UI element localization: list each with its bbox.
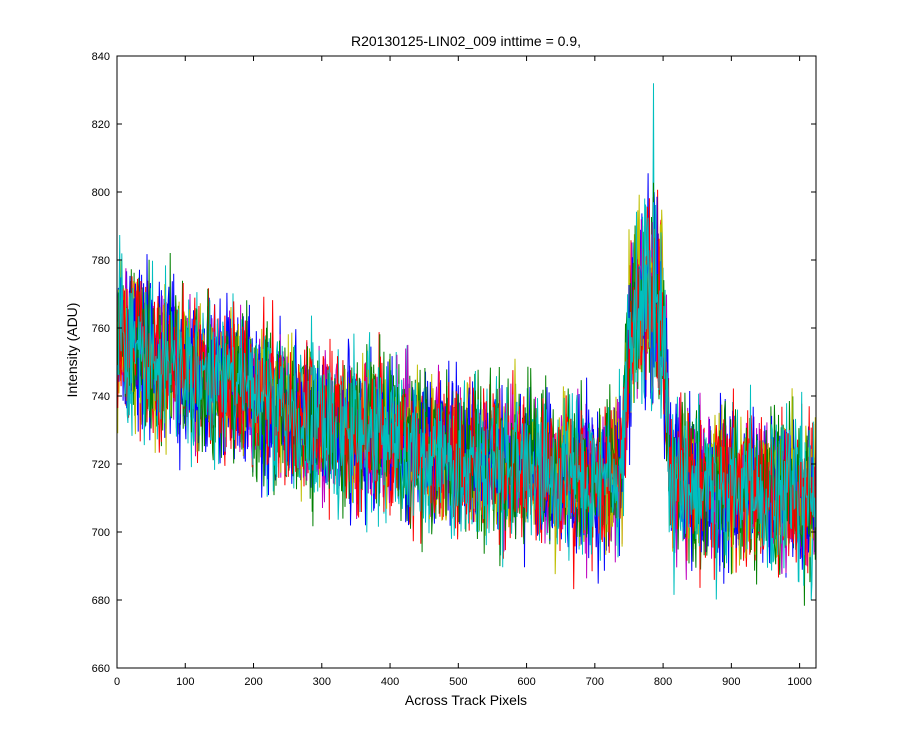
x-tick-label: 1000	[787, 676, 811, 688]
y-tick-label: 820	[92, 119, 110, 131]
y-tick-label: 840	[92, 51, 110, 63]
x-tick-label: 200	[244, 676, 262, 688]
y-tick-label: 760	[92, 323, 110, 335]
x-axis-ticks: 0 100 200 300 400 500 600 700 800 900 1000	[114, 56, 812, 688]
x-tick-label: 800	[654, 676, 672, 688]
x-tick-label: 500	[449, 676, 467, 688]
y-axis-label: Intensity (ADU)	[64, 303, 80, 398]
y-tick-label: 800	[92, 187, 110, 199]
chart-title: R20130125-LIN02_009 inttime = 0.9,	[351, 33, 581, 49]
y-tick-label: 740	[92, 391, 110, 403]
x-tick-label: 700	[586, 676, 604, 688]
y-axis-ticks: 660 680 700 720 740 760 780 800 820 840	[92, 51, 816, 675]
x-axis-label: Across Track Pixels	[405, 692, 527, 708]
x-tick-label: 300	[313, 676, 331, 688]
x-tick-label: 600	[517, 676, 535, 688]
y-tick-label: 700	[92, 527, 110, 539]
x-tick-label: 900	[722, 676, 740, 688]
series-line-10	[116, 198, 816, 600]
y-tick-label: 680	[92, 595, 110, 607]
y-tick-label: 780	[92, 255, 110, 267]
y-tick-label: 720	[92, 459, 110, 471]
series-layer	[116, 83, 816, 606]
x-tick-label: 400	[381, 676, 399, 688]
axes-box	[116, 55, 817, 669]
x-tick-label: 100	[176, 676, 194, 688]
x-tick-label: 0	[114, 676, 120, 688]
y-tick-label: 660	[92, 663, 110, 675]
